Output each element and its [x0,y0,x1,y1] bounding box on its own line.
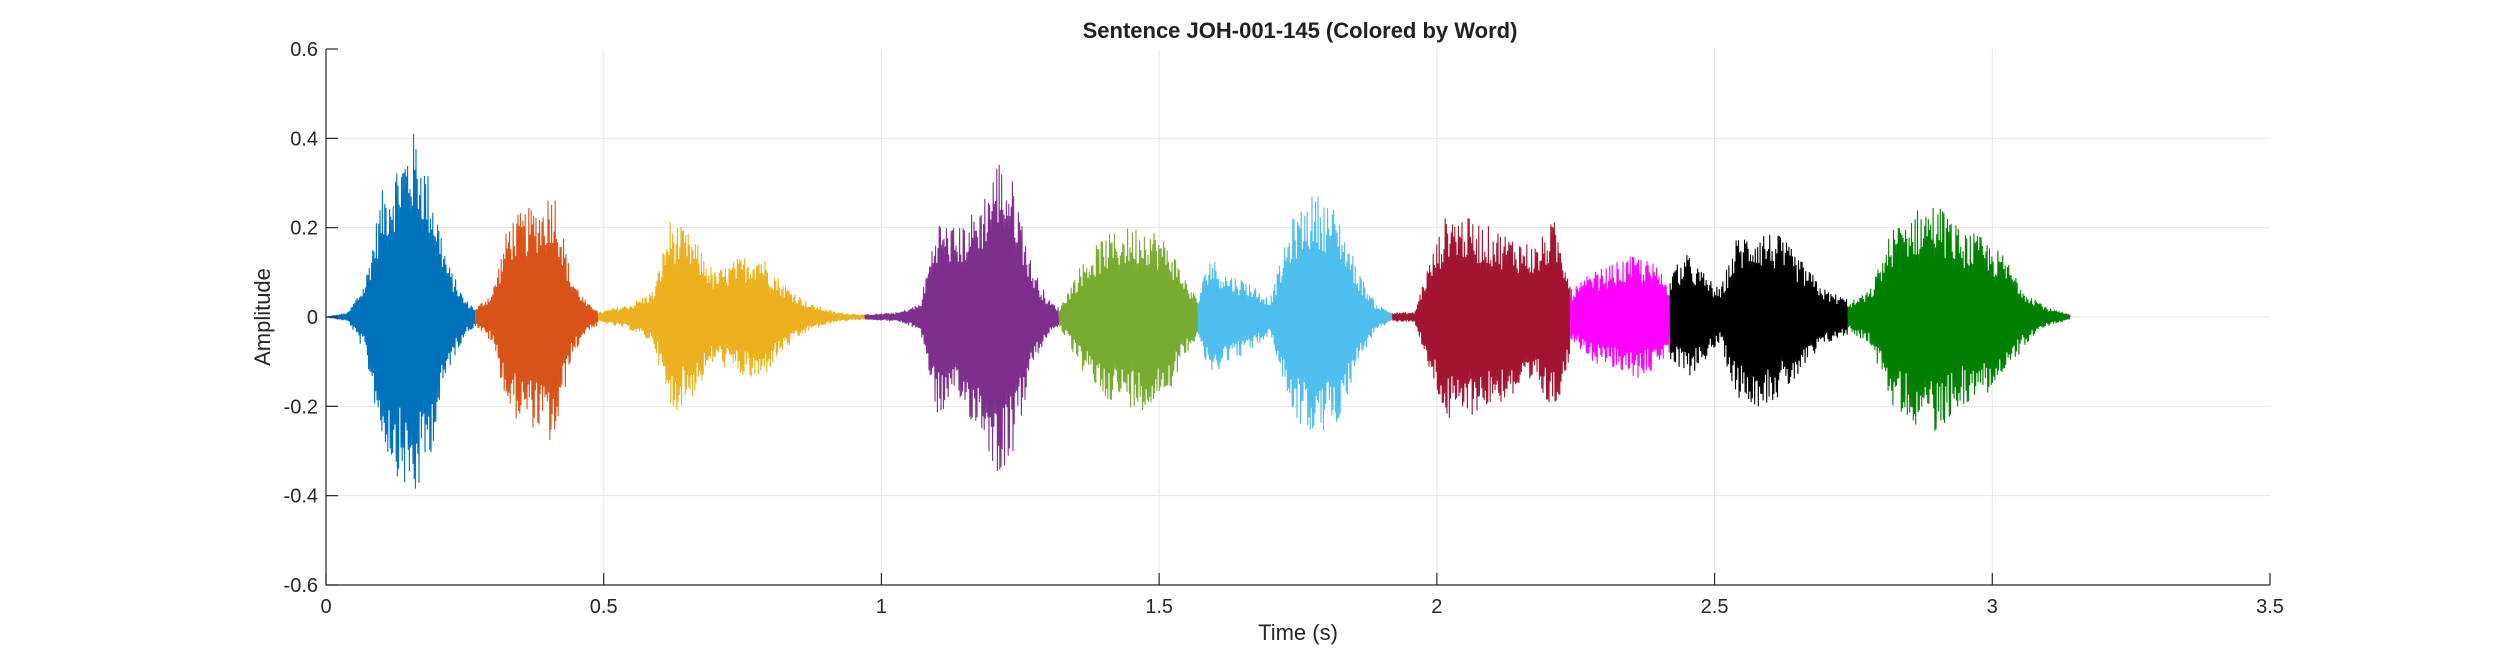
word-waveform-series-10 [1847,207,2071,432]
word-waveform-series-5 [1058,228,1199,411]
y-tick-label: 0.4 [290,128,318,150]
x-tick-label: 1.5 [1145,596,1173,618]
y-tick-label: -0.4 [284,486,318,508]
y-tick-label: 0.6 [290,39,318,61]
y-tick-label: 0.2 [290,218,318,240]
x-tick-label: 2.5 [1701,596,1729,618]
x-tick-label: 3 [1987,596,1998,618]
word-waveform-series-4 [864,164,1060,472]
x-tick-label: 0 [320,596,331,618]
x-tick-label: 0.5 [590,596,618,618]
y-tick-label: -0.6 [284,575,318,597]
word-waveform-series-9 [1669,234,1849,407]
word-waveform-series-8 [1569,256,1671,379]
word-waveform-series-3 [597,221,866,411]
ticks-layer: 0 0.5 1 1.5 2 2.5 3 3.5 -0.6 -0.4 -0.2 0 0.2 0.4 0.6 [284,39,2284,618]
y-axis-label: Amplitude [250,268,275,366]
x-tick-label: 3.5 [2256,596,2284,618]
y-tick-label: 0 [307,307,318,329]
x-tick-label: 2 [1431,596,1442,618]
chart-title: Sentence JOH-001-145 (Colored by Word) [1082,18,1518,43]
word-waveform-series-1 [325,133,476,489]
word-waveform-series-2 [475,200,599,441]
series-layer [325,133,2071,489]
word-waveform-series-7 [1391,217,1571,419]
word-waveform-series-6 [1197,196,1393,431]
y-tick-label: -0.2 [284,396,318,418]
x-axis-label: Time (s) [1258,620,1338,645]
x-tick-label: 1 [876,596,887,618]
